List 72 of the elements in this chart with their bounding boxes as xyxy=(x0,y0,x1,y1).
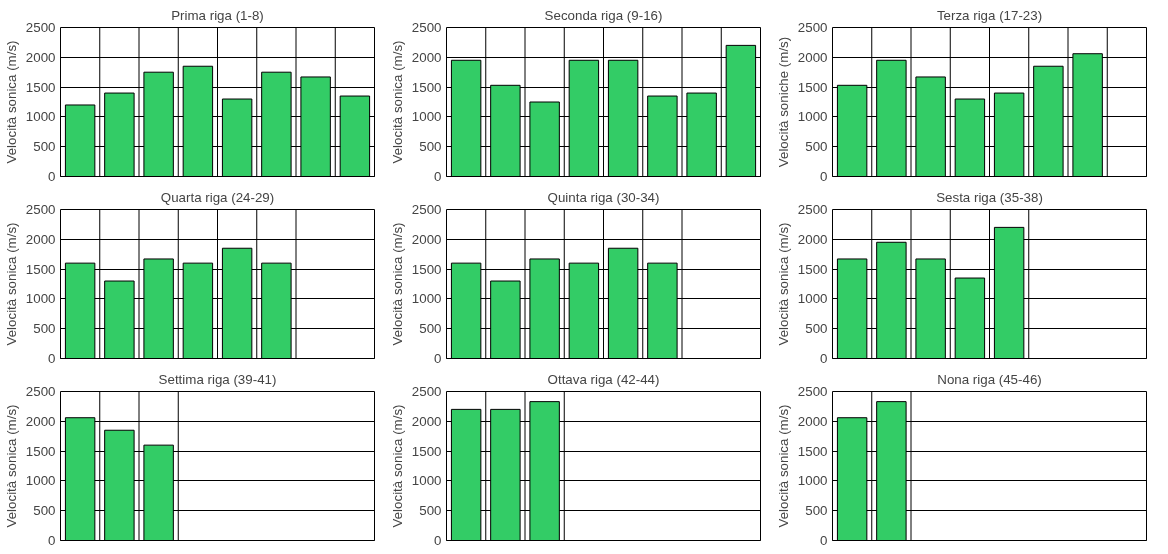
chart-title: Ottava riga (42-44) xyxy=(547,371,660,387)
y-tick-label: 1500 xyxy=(411,261,442,277)
y-tick-label: 0 xyxy=(48,351,56,366)
y-tick-label: 2000 xyxy=(411,413,442,429)
y-tick-label: 2500 xyxy=(25,202,56,217)
chart-title: Quinta riga (30-34) xyxy=(547,189,660,205)
y-tick-label: 1500 xyxy=(25,79,56,95)
y-axis-title: Velocità sonica (m/s) xyxy=(775,404,791,528)
y-tick-label: 500 xyxy=(419,503,442,519)
y-tick-label: 0 xyxy=(434,169,442,184)
y-tick-label: 1500 xyxy=(25,443,56,459)
y-tick-label: 2500 xyxy=(797,20,828,35)
y-tick-label: 0 xyxy=(48,533,56,548)
y-tick-label: 0 xyxy=(434,351,442,366)
y-tick-label: 1500 xyxy=(797,261,828,277)
y-tick-label: 1000 xyxy=(411,109,442,125)
y-tick-label: 1000 xyxy=(25,291,56,307)
y-tick-label: 2000 xyxy=(25,49,56,65)
y-tick-label: 500 xyxy=(419,139,442,155)
y-tick-label: 1000 xyxy=(25,473,56,489)
chart-title: Settima riga (39-41) xyxy=(158,371,277,387)
y-tick-label: 2500 xyxy=(411,20,442,35)
y-tick-label: 500 xyxy=(805,139,828,155)
chart-title: Nona riga (45-46) xyxy=(937,371,1042,387)
y-tick-label: 1000 xyxy=(797,291,828,307)
y-axis-title: Velocità sonica (m/s) xyxy=(389,222,405,346)
y-tick-label: 500 xyxy=(33,503,56,519)
y-tick-label: 500 xyxy=(33,321,56,337)
y-tick-label: 1500 xyxy=(411,79,442,95)
y-tick-label: 0 xyxy=(820,351,828,366)
y-tick-label: 2500 xyxy=(797,384,828,399)
y-tick-label: 2000 xyxy=(411,49,442,65)
y-tick-label: 2500 xyxy=(797,202,828,217)
y-tick-label: 2500 xyxy=(25,20,56,35)
y-tick-label: 2500 xyxy=(411,202,442,217)
y-tick-label: 2000 xyxy=(797,231,828,247)
y-tick-label: 500 xyxy=(33,139,56,155)
y-tick-label: 2000 xyxy=(411,231,442,247)
chart-title: Quarta riga (24-29) xyxy=(160,189,275,205)
chart-title: Terza riga (17-23) xyxy=(936,7,1043,23)
y-tick-label: 2000 xyxy=(797,413,828,429)
y-axis-title: Velocità sonica (m/s) xyxy=(775,222,791,346)
y-tick-label: 1500 xyxy=(797,79,828,95)
y-tick-label: 1000 xyxy=(411,473,442,489)
y-tick-label: 0 xyxy=(434,533,442,548)
y-tick-label: 1500 xyxy=(797,443,828,459)
y-tick-label: 0 xyxy=(820,169,828,184)
y-tick-label: 500 xyxy=(419,321,442,337)
chart-title: Sesta riga (35-38) xyxy=(936,189,1043,205)
y-tick-label: 1500 xyxy=(25,261,56,277)
y-tick-label: 2500 xyxy=(25,384,56,399)
y-axis-title: Velocità soniche (m/s) xyxy=(775,36,791,168)
y-tick-label: 2000 xyxy=(25,413,56,429)
y-tick-label: 500 xyxy=(805,503,828,519)
chart-title: Prima riga (1-8) xyxy=(171,7,264,23)
y-axis-title: Velocità sonica (m/s) xyxy=(3,404,19,528)
y-tick-label: 1000 xyxy=(797,473,828,489)
y-axis-title: Velocità sonica (m/s) xyxy=(3,40,19,164)
y-tick-label: 1000 xyxy=(25,109,56,125)
y-tick-label: 0 xyxy=(820,533,828,548)
y-tick-label: 1500 xyxy=(411,443,442,459)
y-tick-label: 2500 xyxy=(411,384,442,399)
y-axis-title: Velocità sonica (m/s) xyxy=(389,404,405,528)
y-tick-label: 2000 xyxy=(797,49,828,65)
y-tick-label: 1000 xyxy=(411,291,442,307)
chart-title: Seconda riga (9-16) xyxy=(544,7,663,23)
y-tick-label: 2000 xyxy=(25,231,56,247)
y-tick-label: 1000 xyxy=(797,109,828,125)
y-axis-title: Velocità sonica (m/s) xyxy=(3,222,19,346)
y-axis-title: Velocità sonica (m/s) xyxy=(389,40,405,164)
y-tick-label: 500 xyxy=(805,321,828,337)
y-tick-label: 0 xyxy=(48,169,56,184)
